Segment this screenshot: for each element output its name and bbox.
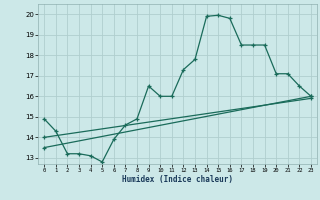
X-axis label: Humidex (Indice chaleur): Humidex (Indice chaleur) bbox=[122, 175, 233, 184]
